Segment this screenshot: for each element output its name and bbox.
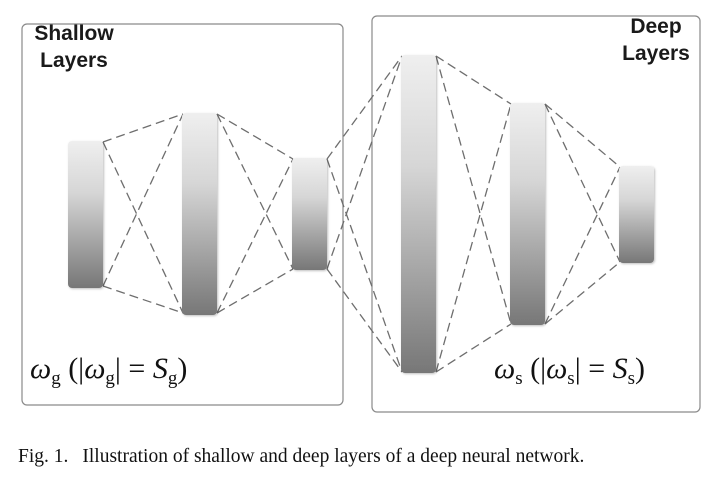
shallow-weights-formula: ωg (|ωg| = Sg) <box>30 352 188 389</box>
shallow-layers-title: Shallow Layers <box>34 22 114 72</box>
subscript: s <box>567 368 575 389</box>
shallow-layer-2 <box>182 113 217 315</box>
shallow-layer-3 <box>292 158 327 270</box>
size-symbol: S <box>612 352 628 385</box>
deep-layers-box <box>371 15 701 413</box>
shallow-layers-box <box>21 23 344 406</box>
omega-symbol: ω <box>494 352 516 385</box>
deep-weights-formula: ωs (|ωs| = Ss) <box>494 352 646 389</box>
deep-layer-2 <box>510 103 545 325</box>
shallow-layer-1 <box>68 141 103 288</box>
caption-label: Fig. 1. <box>18 446 69 467</box>
size-symbol: S <box>152 352 168 385</box>
deep-layers-title: Deep Layers <box>622 15 690 65</box>
subscript: g <box>51 368 61 389</box>
deep-layer-1 <box>401 55 436 373</box>
layer-connections <box>102 55 621 373</box>
deep-layer-3 <box>619 166 654 263</box>
figure-caption: Fig. 1. Illustration of shallow and deep … <box>18 446 584 468</box>
subscript: g <box>105 368 115 389</box>
caption-text: Illustration of shallow and deep layers … <box>82 446 585 467</box>
omega-symbol: ω <box>84 352 106 385</box>
subscript: s <box>627 368 636 389</box>
omega-symbol: ω <box>30 352 52 385</box>
omega-symbol: ω <box>546 352 568 385</box>
subscript: g <box>167 368 178 389</box>
subscript: s <box>515 368 523 389</box>
